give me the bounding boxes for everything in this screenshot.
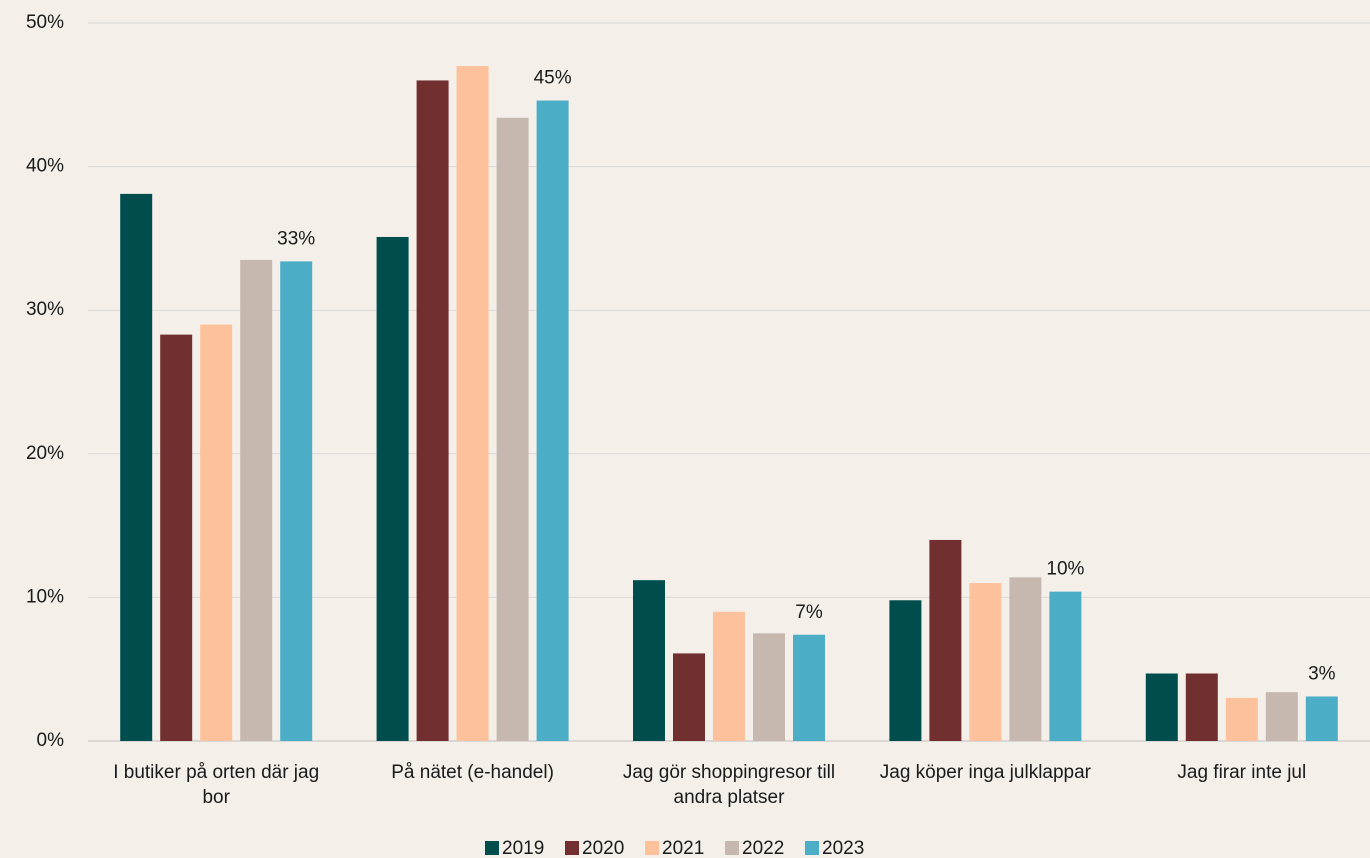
data-label: 7% xyxy=(795,602,823,623)
legend-swatch xyxy=(485,841,499,855)
bar xyxy=(280,261,313,741)
legend-swatch xyxy=(645,841,659,855)
y-tick-label: 40% xyxy=(26,156,64,177)
legend-swatch xyxy=(565,841,579,855)
bar xyxy=(793,634,825,741)
bar xyxy=(1185,673,1218,741)
bar xyxy=(1049,591,1082,741)
bar xyxy=(120,193,153,741)
bar xyxy=(376,236,409,742)
data-label: 45% xyxy=(534,68,572,89)
bar xyxy=(929,539,962,741)
bar xyxy=(416,80,449,741)
bar xyxy=(200,324,233,741)
y-tick-label: 50% xyxy=(26,12,64,33)
legend-label: 2023 xyxy=(822,838,864,858)
x-tick-label: Jag gör shoppingresor till andra platser xyxy=(622,762,836,808)
bar xyxy=(969,583,1002,741)
legend-label: 2019 xyxy=(502,838,544,858)
bar xyxy=(1305,696,1338,741)
x-tick-label: I butiker på orten där jag bor xyxy=(113,762,320,808)
x-tick-label: Jag köper inga julklappar xyxy=(879,762,1092,783)
bar xyxy=(1009,577,1042,741)
bar xyxy=(1265,692,1298,741)
bar xyxy=(673,653,705,741)
bar xyxy=(240,259,273,741)
legend-label: 2022 xyxy=(742,838,784,858)
data-label: 33% xyxy=(277,228,315,249)
bar xyxy=(456,66,489,741)
bar xyxy=(160,334,193,741)
legend-swatch xyxy=(805,841,819,855)
bar xyxy=(889,600,922,741)
y-tick-label: 30% xyxy=(26,299,64,320)
legend-swatch xyxy=(725,841,739,855)
data-label: 10% xyxy=(1046,559,1084,580)
bar xyxy=(633,580,665,741)
y-tick-label: 0% xyxy=(37,730,65,751)
y-tick-label: 10% xyxy=(26,586,64,607)
legend-label: 2020 xyxy=(582,838,624,858)
x-tick-label: På nätet (e-handel) xyxy=(391,762,554,783)
bar xyxy=(753,633,785,741)
bar xyxy=(496,117,529,741)
y-tick-label: 20% xyxy=(26,443,64,464)
bar xyxy=(1145,673,1178,741)
data-label: 3% xyxy=(1308,663,1336,684)
bar xyxy=(536,100,569,741)
legend-label: 2021 xyxy=(662,838,704,858)
x-tick-label: Jag firar inte jul xyxy=(1177,762,1307,783)
bar xyxy=(1225,697,1258,741)
bar xyxy=(713,611,745,741)
